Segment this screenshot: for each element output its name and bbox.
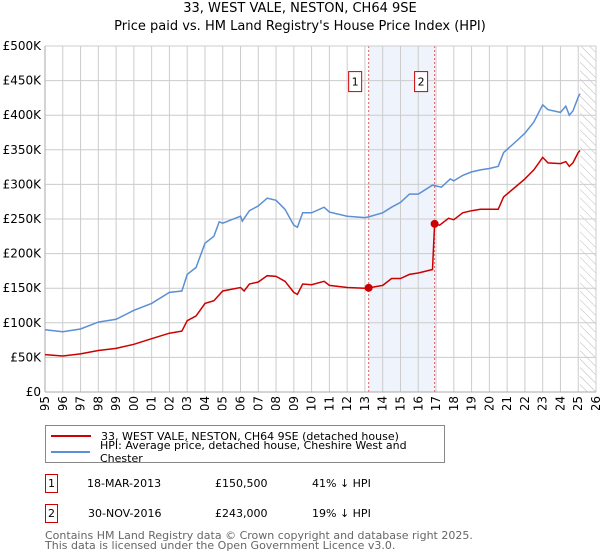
legend-item-hpi: HPI: Average price, detached house, Ches… (46, 439, 444, 465)
y-tick-label: £50K (10, 350, 42, 364)
y-tick-label: £0 (26, 385, 41, 399)
x-tick-label: 2021 (500, 396, 514, 410)
x-tick-label: 2004 (198, 396, 212, 410)
y-tick-label: £350K (3, 143, 43, 157)
x-tick-label: 2023 (536, 396, 550, 410)
x-tick-label: 2003 (180, 396, 194, 410)
transaction-date: 18-MAR-2013 (87, 477, 162, 490)
x-tick-label: 2019 (465, 396, 479, 410)
footer-copyright: Contains HM Land Registry data © Crown c… (45, 529, 473, 542)
transaction-hpi: 19% ↓ HPI (312, 507, 371, 520)
x-tick-label: 2015 (393, 396, 407, 410)
x-tick-label: 2008 (269, 396, 283, 410)
x-tick-label: 2013 (358, 396, 372, 410)
x-tick-label: 1996 (56, 396, 70, 410)
legend-item-property: 33, WEST VALE, NESTON, CH64 9SE (detache… (46, 428, 399, 444)
y-tick-label: £200K (3, 247, 43, 261)
x-tick-label: 2020 (482, 396, 496, 410)
transaction-price: £243,000 (215, 507, 268, 520)
x-tick-label: 2014 (376, 396, 390, 410)
y-tick-label: £500K (3, 39, 43, 53)
x-tick-label: 1995 (38, 396, 52, 410)
x-tick-label: 2005 (216, 396, 230, 410)
hpi-line (44, 93, 581, 333)
chart-subtitle: Price paid vs. HM Land Registry's House … (114, 19, 486, 34)
y-tick-label: £150K (3, 281, 43, 295)
transaction-date: 30-NOV-2016 (88, 507, 162, 520)
annotation-badge (414, 71, 429, 93)
x-tick-label: 2006 (234, 396, 248, 410)
x-tick-label: 2002 (162, 396, 176, 410)
chart-title: 33, WEST VALE, NESTON, CH64 9SE (183, 1, 417, 16)
y-tick-label: £450K (3, 74, 43, 88)
y-tick-label: £300K (3, 177, 43, 191)
legend: 33, WEST VALE, NESTON, CH64 9SE (detache… (45, 425, 445, 465)
y-tick-label: £250K (3, 212, 43, 226)
x-tick-label: 2026 (589, 396, 600, 410)
x-tick-label: 1997 (74, 396, 88, 410)
y-tick-label: £100K (3, 316, 43, 330)
y-tick-label: £400K (3, 108, 43, 122)
transaction-price: £150,500 (215, 477, 268, 490)
footer-licence: This data is licensed under the Open Gov… (45, 539, 396, 552)
transaction-badge: 1 (45, 474, 58, 493)
x-tick-label: 1998 (91, 396, 105, 410)
x-tick-label: 2018 (447, 396, 461, 410)
sale-point (364, 283, 373, 292)
x-tick-label: 2000 (127, 396, 141, 410)
x-tick-label: 2001 (145, 396, 159, 410)
legend-label: 33, WEST VALE, NESTON, CH64 9SE (detache… (101, 429, 399, 443)
x-tick-label: 2017 (429, 396, 443, 410)
x-tick-label: 2025 (571, 396, 585, 410)
x-tick-label: 2010 (305, 396, 319, 410)
annotation-label: 2 (418, 76, 425, 89)
transaction-row: 2 30-NOV-2016 £243,000 19% ↓ HPI (45, 504, 445, 524)
annotation-label: 1 (352, 76, 359, 89)
annotation-badge (348, 71, 363, 93)
x-tick-label: 2011 (322, 396, 336, 410)
price-chart: 1 2 £0 £50K £100K £150K £200K £250K £300K £350K £4… (3, 39, 600, 410)
legend-swatch-blue (51, 451, 90, 453)
x-tick-label: 2022 (518, 396, 532, 410)
legend-swatch-red (51, 435, 91, 437)
x-tick-label: 2016 (411, 396, 425, 410)
transaction-row: 1 18-MAR-2013 £150,500 41% ↓ HPI (45, 474, 445, 494)
x-tick-label: 2012 (340, 396, 354, 410)
sale-point (430, 219, 439, 228)
legend-label: HPI: Average price, detached house, Ches… (100, 439, 407, 465)
x-tick-label: 2024 (553, 396, 567, 410)
transaction-badge: 2 (45, 504, 58, 523)
x-tick-label: 1999 (109, 396, 123, 410)
x-tick-label: 2009 (287, 396, 301, 410)
x-tick-label: 2007 (251, 396, 265, 410)
transaction-hpi: 41% ↓ HPI (312, 477, 371, 490)
